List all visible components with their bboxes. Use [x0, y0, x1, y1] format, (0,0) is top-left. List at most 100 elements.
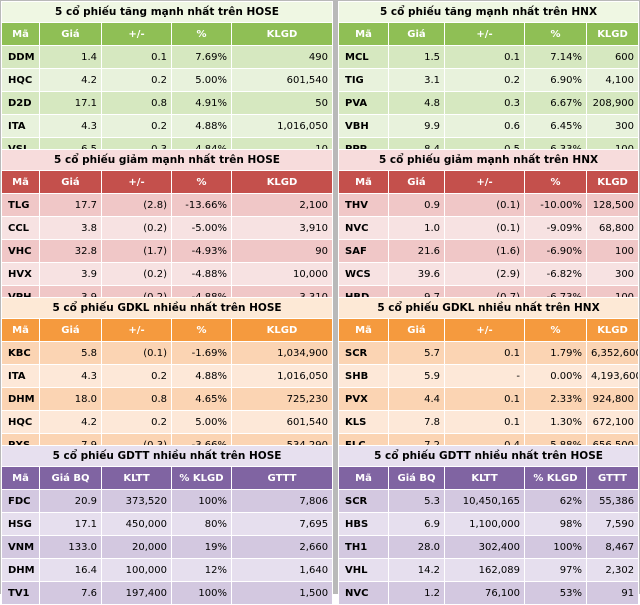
ticker-cell: HQC [1, 68, 40, 92]
value-cell: 6.90% [524, 68, 587, 92]
table-title: 5 cổ phiếu GDKL nhiều nhất trên HNX [337, 297, 640, 319]
value-cell: 18.0 [39, 387, 102, 411]
value-cell: 1.79% [524, 341, 587, 365]
value-cell: 0.1 [444, 387, 525, 411]
value-cell: -4.88% [171, 262, 232, 286]
ticker-cell: KBC [1, 341, 40, 365]
value-cell: 0.6 [444, 114, 525, 138]
ticker-cell: TLG [1, 193, 40, 217]
table-title: 5 cổ phiếu giảm mạnh nhất trên HOSE [0, 149, 334, 171]
value-cell: 4.88% [171, 114, 232, 138]
table-panel-right: 5 cổ phiếu tăng mạnh nhất trên HNX Mã Giá +… [337, 1, 640, 161]
column-header: % [524, 22, 587, 46]
value-cell: 0.1 [444, 45, 525, 69]
value-cell: 97% [524, 558, 587, 582]
table-title-row: 5 cổ phiếu GDKL nhiều nhất trên HNX [337, 297, 640, 319]
value-cell: 4.4 [388, 387, 445, 411]
value-cell: 1.0 [388, 216, 445, 240]
value-cell: 6.9 [388, 512, 445, 536]
ticker-cell: VHL [338, 558, 389, 582]
column-header: % [524, 318, 587, 342]
ticker-cell: HBS [338, 512, 389, 536]
value-cell: 0.2 [444, 68, 525, 92]
value-cell: 7.14% [524, 45, 587, 69]
ticker-cell: ITA [1, 114, 40, 138]
value-cell: 10,000 [230, 262, 334, 286]
table-title: 5 cổ phiếu GDKL nhiều nhất trên HOSE [1, 297, 333, 319]
ticker-cell: CCL [1, 216, 40, 240]
table-header-row: Mã Giá +/-% KLGD [1, 318, 333, 342]
ticker-cell: VBH [338, 114, 389, 138]
value-cell: 21.6 [388, 239, 445, 263]
value-cell: 0.2 [101, 68, 172, 92]
table-panel-right: 5 cổ phiếu GDKL nhiều nhất trên HNX Mã Giá… [337, 297, 640, 457]
column-header: % KLGD [171, 466, 232, 490]
value-cell: 3,910 [230, 216, 334, 240]
table-panel-left: 5 cổ phiếu tăng mạnh nhất trên HOSE Mã Giá… [1, 1, 333, 161]
value-cell: 7,590 [585, 512, 640, 536]
stock-table: 5 cổ phiếu tăng mạnh nhất trên HOSE Mã Giá… [1, 1, 333, 161]
value-cell: - [444, 364, 525, 388]
value-cell: 197,400 [101, 581, 172, 605]
value-cell: 1.30% [524, 410, 587, 434]
column-header: GTTT [230, 466, 334, 490]
table-row: MCL 1.5 0.1 7.14% 600 [338, 45, 640, 69]
value-cell: 6,352,600 [585, 341, 640, 365]
value-cell: -4.93% [171, 239, 232, 263]
ticker-cell: VHC [1, 239, 40, 263]
value-cell: 0.00% [524, 364, 587, 388]
column-header: Giá [388, 318, 445, 342]
table-row: DHM 18.0 0.8 4.65% 725,230 [1, 387, 333, 411]
table-row: HQC 4.2 0.2 5.00% 601,540 [1, 410, 333, 434]
value-cell: (0.2) [101, 216, 172, 240]
value-cell: 39.6 [388, 262, 445, 286]
value-cell: 50 [231, 91, 333, 115]
value-cell: 100,000 [101, 558, 172, 582]
value-cell: 3.8 [39, 216, 102, 240]
column-header: Mã [338, 466, 389, 490]
column-header: Mã [1, 318, 40, 342]
table-title-row: 5 cổ phiếu giảm mạnh nhất trên HOSE [0, 149, 334, 171]
table-panel-right: 5 cổ phiếu giảm mạnh nhất trên HNX Mã Giá +… [337, 149, 640, 309]
ticker-cell: HQC [1, 410, 40, 434]
column-header: +/- [444, 22, 525, 46]
table-row: TV1 7.6 197,400 100% 1,500 [1, 581, 334, 605]
value-cell: 4.3 [39, 364, 102, 388]
table-row: HBS 6.9 1,100,000 98% 7,590 [338, 512, 640, 536]
value-cell: (0.1) [101, 341, 172, 365]
column-header: Mã [338, 170, 389, 194]
value-cell: 300 [585, 262, 640, 286]
table-row: HQC 4.2 0.2 5.00% 601,540 [1, 68, 333, 92]
value-cell: 7.69% [171, 45, 232, 69]
table-panel-right: 5 cổ phiếu GDTT nhiều nhất trên HOSE Mã Gi… [337, 445, 640, 605]
value-cell: -6.82% [524, 262, 587, 286]
value-cell: 17.1 [39, 512, 102, 536]
column-header: KLTT [444, 466, 525, 490]
ticker-cell: SAF [338, 239, 389, 263]
value-cell: 5.00% [171, 410, 232, 434]
column-header: Giá BQ [388, 466, 445, 490]
value-cell: 100% [524, 535, 587, 559]
ticker-cell: TV1 [1, 581, 40, 605]
ticker-cell: NVC [338, 216, 389, 240]
value-cell: 4.8 [388, 91, 445, 115]
table-row: TLG 17.7 (2.8) -13.66% 2,100 [1, 193, 334, 217]
value-cell: 68,800 [585, 216, 640, 240]
value-cell: 5.8 [39, 341, 102, 365]
value-cell: 1,034,900 [231, 341, 333, 365]
value-cell: -1.69% [171, 341, 232, 365]
table-title-row: 5 cổ phiếu tăng mạnh nhất trên HNX [337, 1, 640, 23]
value-cell: 62% [524, 489, 587, 513]
column-header: KLGD [585, 22, 640, 46]
stock-table: 5 cổ phiếu giảm mạnh nhất trên HOSE Mã Giá… [0, 149, 334, 309]
table-panel-left: 5 cổ phiếu GDTT nhiều nhất trên HOSE Mã Gi… [0, 445, 334, 605]
value-cell: 600 [585, 45, 640, 69]
value-cell: 9.9 [388, 114, 445, 138]
value-cell: 19% [171, 535, 232, 559]
stock-table: 5 cổ phiếu GDTT nhiều nhất trên HOSE Mã Gi… [337, 445, 640, 605]
table-row: TH1 28.0 302,400 100% 8,467 [338, 535, 640, 559]
stock-table: 5 cổ phiếu GDTT nhiều nhất trên HOSE Mã Gi… [0, 445, 334, 605]
value-cell: 4.2 [39, 68, 102, 92]
column-header: Mã [338, 22, 389, 46]
value-cell: 2,302 [585, 558, 640, 582]
